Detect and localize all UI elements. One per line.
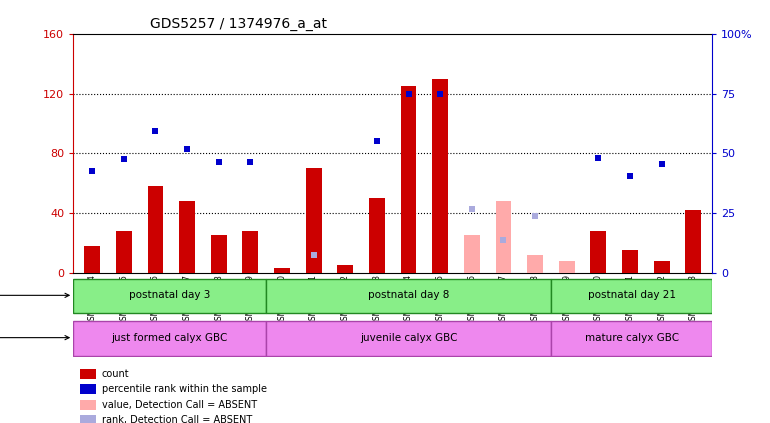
Bar bbox=[266, 279, 551, 313]
Text: postnatal day 21: postnatal day 21 bbox=[588, 290, 675, 300]
Text: mature calyx GBC: mature calyx GBC bbox=[584, 332, 678, 343]
Bar bbox=[73, 321, 266, 355]
Bar bbox=[559, 261, 574, 273]
Bar bbox=[148, 186, 163, 273]
Bar bbox=[551, 279, 712, 313]
Bar bbox=[79, 400, 95, 409]
Bar bbox=[400, 86, 417, 273]
Bar bbox=[337, 265, 353, 273]
Bar bbox=[73, 279, 266, 313]
Bar bbox=[432, 79, 448, 273]
Bar bbox=[274, 268, 290, 273]
Text: value, Detection Call = ABSENT: value, Detection Call = ABSENT bbox=[102, 400, 257, 409]
Bar bbox=[211, 236, 226, 273]
Text: juvenile calyx GBC: juvenile calyx GBC bbox=[360, 332, 457, 343]
Bar bbox=[551, 321, 712, 355]
Bar bbox=[622, 250, 638, 273]
Text: development stage: development stage bbox=[0, 290, 69, 300]
Text: just formed calyx GBC: just formed calyx GBC bbox=[112, 332, 228, 343]
Bar bbox=[369, 198, 385, 273]
Bar bbox=[685, 210, 701, 273]
Bar bbox=[116, 231, 132, 273]
Text: percentile rank within the sample: percentile rank within the sample bbox=[102, 384, 267, 394]
Bar bbox=[79, 369, 95, 379]
Text: cell type: cell type bbox=[0, 332, 69, 343]
Bar bbox=[496, 201, 511, 273]
Bar bbox=[243, 231, 258, 273]
Bar bbox=[84, 246, 100, 273]
Text: postnatal day 3: postnatal day 3 bbox=[129, 290, 210, 300]
Bar bbox=[306, 168, 322, 273]
Bar bbox=[179, 201, 195, 273]
Bar bbox=[527, 255, 543, 273]
Bar bbox=[266, 321, 551, 355]
Text: GDS5257 / 1374976_a_at: GDS5257 / 1374976_a_at bbox=[150, 17, 326, 31]
Bar bbox=[654, 261, 670, 273]
Bar bbox=[591, 231, 606, 273]
Bar bbox=[79, 385, 95, 394]
Bar bbox=[464, 236, 480, 273]
Bar bbox=[79, 415, 95, 423]
Text: rank, Detection Call = ABSENT: rank, Detection Call = ABSENT bbox=[102, 415, 252, 423]
Text: postnatal day 8: postnatal day 8 bbox=[368, 290, 449, 300]
Text: count: count bbox=[102, 369, 129, 379]
